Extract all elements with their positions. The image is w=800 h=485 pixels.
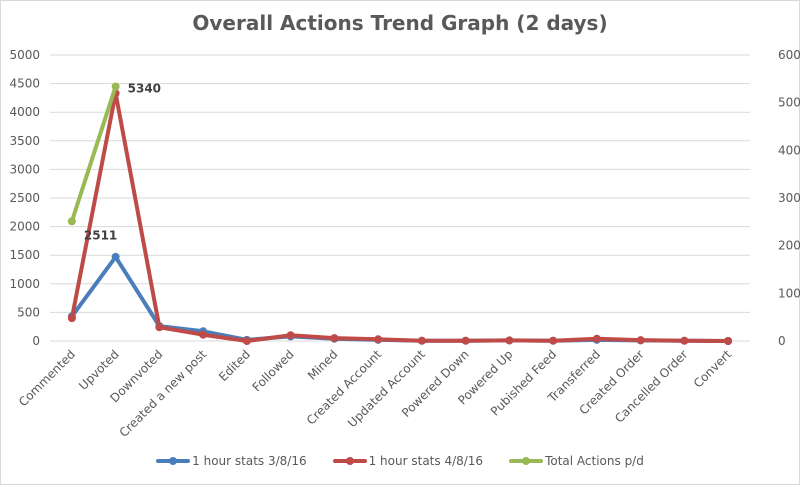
data-point[interactable] [592, 334, 601, 343]
y-tick-label: 2000 [9, 220, 40, 234]
series-1 [67, 252, 733, 345]
y-tick-label: 1000 [9, 277, 40, 291]
y2-tick-label: 3000 [778, 191, 800, 205]
y2-tick-label: 1000 [778, 286, 800, 300]
legend-swatch-green-icon [509, 454, 544, 468]
data-label: 2511 [84, 228, 117, 242]
data-point[interactable] [374, 335, 383, 344]
y2-tick-label: 4000 [778, 143, 800, 157]
data-point[interactable] [67, 217, 76, 226]
data-point[interactable] [417, 336, 426, 345]
data-label: 5340 [128, 81, 161, 95]
legend-label: 1 hour stats 4/8/16 [368, 454, 484, 468]
legend-item-series-3[interactable]: Total Actions p/d [509, 454, 644, 468]
y-tick-label: 5000 [9, 48, 40, 62]
x-tick-label: Created Account [304, 347, 385, 428]
data-point[interactable] [155, 323, 164, 332]
y2-tick-label: 2000 [778, 239, 800, 253]
y-tick-label: 3500 [9, 134, 40, 148]
y2-tick-label: 5000 [778, 96, 800, 110]
left-y-axis: 0 500 1000 1500 2000 2500 3000 3500 4000 4500 5000 [9, 48, 40, 348]
data-point[interactable] [461, 336, 470, 345]
data-point[interactable] [549, 336, 558, 345]
y2-tick-label: 6000 [778, 48, 800, 62]
right-y-axis: 0 1000 2000 3000 4000 5000 6000 [778, 48, 800, 348]
series-lines [67, 82, 733, 345]
x-tick-label: Followed [250, 347, 297, 394]
data-point[interactable] [242, 337, 251, 345]
series-line [69, 84, 118, 224]
x-tick-label: Edited [216, 347, 253, 384]
y-tick-label: 3000 [9, 162, 40, 176]
data-point[interactable] [111, 82, 120, 91]
data-point[interactable] [286, 331, 295, 340]
series-2 [67, 89, 733, 345]
x-tick-label: Convert [691, 347, 735, 391]
data-point[interactable] [111, 252, 120, 261]
x-tick-label: Created a new post [117, 347, 210, 440]
y-tick-label: 4000 [9, 105, 40, 119]
x-tick-label: Commented [16, 347, 78, 409]
x-tick-label: Mined [305, 347, 341, 383]
legend-label: Total Actions p/d [545, 454, 644, 468]
data-point[interactable] [724, 337, 733, 345]
series-3 [67, 82, 120, 226]
data-point[interactable] [505, 336, 514, 345]
y-tick-label: 4500 [9, 77, 40, 91]
data-point[interactable] [680, 336, 689, 345]
chart-title: Overall Actions Trend Graph (2 days) [192, 11, 608, 35]
data-point[interactable] [330, 334, 339, 343]
y-tick-label: 1500 [9, 248, 40, 262]
data-labels: 2511 5340 [84, 81, 161, 242]
y2-tick-label: 0 [778, 334, 786, 348]
data-point[interactable] [636, 336, 645, 345]
legend-swatch-blue-icon [156, 454, 191, 468]
y-tick-label: 2500 [9, 191, 40, 205]
data-point[interactable] [199, 330, 208, 339]
legend-swatch-red-icon [332, 454, 367, 468]
legend: 1 hour stats 3/8/16 1 hour stats 4/8/16 … [0, 454, 800, 468]
series-line [69, 91, 731, 343]
legend-item-series-1[interactable]: 1 hour stats 3/8/16 [156, 454, 307, 468]
x-tick-label: Updated Account [345, 347, 428, 430]
legend-label: 1 hour stats 3/8/16 [192, 454, 307, 468]
legend-item-series-2[interactable]: 1 hour stats 4/8/16 [332, 454, 484, 468]
y-tick-label: 0 [32, 334, 40, 348]
y-tick-label: 500 [17, 305, 40, 319]
x-tick-label: Upvoted [76, 347, 122, 393]
data-point[interactable] [67, 314, 76, 323]
